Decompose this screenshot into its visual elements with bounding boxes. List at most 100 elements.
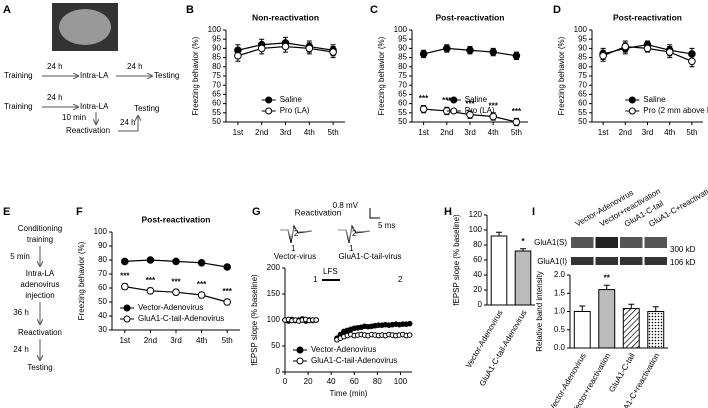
- legend-label: Pro (LA): [280, 106, 310, 115]
- arrow: [118, 116, 138, 132]
- protocol-a: Training 24 h Intra-LA 24 h Testing Trai…: [4, 3, 179, 135]
- data-point: [305, 44, 314, 53]
- legend-marker: [628, 96, 636, 104]
- y-tick-label: 0: [276, 367, 281, 376]
- data-point: [688, 57, 696, 66]
- protocol-e: Conditioning training 5 min Intra-LA ade…: [10, 224, 62, 372]
- data-point: [643, 44, 652, 53]
- y-axis-label: fEPSP slope (% baseline): [250, 274, 259, 366]
- annotation: ***: [223, 287, 233, 296]
- x-tick-label: 3rd: [464, 128, 476, 137]
- chart-title: Post-reactivation: [436, 12, 505, 22]
- x-tick-label: 1st: [119, 336, 130, 345]
- interval: 24 h: [47, 62, 63, 71]
- y-tick-label: 75: [212, 71, 221, 80]
- legend-marker: [123, 304, 131, 312]
- blot-band: [620, 257, 643, 265]
- error-bar: [652, 306, 659, 312]
- chart-title: Non-reactivation: [252, 12, 319, 22]
- bar: [622, 308, 640, 349]
- blot-band: [595, 257, 618, 265]
- trace-mark: 1: [291, 244, 296, 253]
- annotation: ***: [419, 94, 429, 103]
- data-point: [512, 51, 521, 60]
- interval: 5 min: [10, 252, 30, 261]
- x-tick-label: 5th: [511, 128, 522, 137]
- data-point: [599, 51, 607, 60]
- y-tick-label: 50: [212, 117, 221, 126]
- y-tick-label: 200: [267, 263, 281, 272]
- step: Training: [4, 71, 33, 80]
- annotation: ***: [465, 100, 475, 109]
- chart-title: Post-reactivation: [613, 12, 682, 22]
- scale-label: 0.8 mV: [333, 201, 359, 210]
- interval: 24 h: [13, 345, 29, 354]
- data-point: [172, 257, 180, 266]
- annotation: ***: [442, 96, 452, 105]
- legend-label: Saline: [280, 95, 303, 104]
- interval: 24 h: [127, 62, 143, 71]
- y-tick-label: 60: [212, 99, 221, 108]
- data-point: [419, 50, 428, 58]
- data-point: [512, 118, 521, 126]
- legend-marker: [296, 346, 304, 354]
- legend-marker: [628, 107, 636, 115]
- y-tick-label: 90: [398, 44, 407, 53]
- y-tick-label: 95: [398, 34, 407, 43]
- data-point: [406, 332, 413, 338]
- interval: 24 h: [47, 93, 63, 102]
- x-tick-label: 5th: [222, 336, 233, 345]
- blot-band: [595, 237, 618, 248]
- y-tick-label: 50: [271, 341, 280, 350]
- annotation: 1: [313, 275, 318, 284]
- blot-band: [644, 257, 667, 265]
- y-tick-label: 50: [578, 117, 587, 126]
- x-tick-label: 0: [283, 377, 288, 386]
- blot-band: [644, 237, 667, 248]
- panel-label: A: [3, 4, 11, 16]
- data-point: [419, 105, 428, 113]
- x-tick-label: 80: [373, 377, 382, 386]
- trace-title: Reactivation: [295, 207, 342, 217]
- x-tick-label: 2nd: [440, 128, 453, 137]
- bar: [598, 289, 616, 349]
- step: Reactivation: [18, 328, 62, 337]
- step: Intra-LA: [80, 71, 109, 80]
- legend-label: Pro (2 mm above LA): [643, 106, 708, 115]
- x-tick-label: 100: [394, 377, 408, 386]
- y-tick-label: 80: [98, 255, 107, 264]
- x-tick-label: 4th: [304, 128, 315, 137]
- data-point: [146, 256, 155, 264]
- trace-mark: 2: [352, 229, 357, 238]
- annotation: ***: [512, 107, 522, 116]
- step: Testing: [134, 104, 159, 113]
- x-tick-label: 4th: [488, 128, 499, 137]
- data-point: [443, 44, 451, 53]
- panel-label: C: [370, 4, 378, 16]
- y-tick-label: 0: [478, 300, 483, 309]
- data-point: [197, 291, 206, 299]
- y-tick-label: 1.5: [554, 288, 566, 297]
- y-tick-label: 75: [578, 71, 587, 80]
- legend-label: Pro (LA): [465, 106, 495, 115]
- y-tick-label: 100: [94, 227, 108, 236]
- step: Testing: [27, 363, 52, 372]
- x-tick-label: 1st: [233, 128, 244, 137]
- x-tick-label: 20: [304, 377, 313, 386]
- panel-label: B: [186, 4, 194, 16]
- y-tick-label: 100: [469, 225, 483, 234]
- bar: [573, 311, 591, 349]
- brain-slice: [59, 9, 111, 45]
- x-tick-label: 60: [350, 377, 359, 386]
- data-point: [257, 44, 266, 53]
- y-tick-label: 100: [574, 25, 588, 34]
- x-tick-label: 1st: [418, 128, 429, 137]
- y-tick-label: 90: [98, 241, 107, 250]
- y-tick-label: 65: [212, 90, 221, 99]
- data-point: [406, 320, 413, 327]
- trace: [338, 227, 371, 242]
- data-point: [313, 317, 319, 323]
- step: Training: [4, 102, 33, 111]
- step: Conditioning: [18, 224, 62, 233]
